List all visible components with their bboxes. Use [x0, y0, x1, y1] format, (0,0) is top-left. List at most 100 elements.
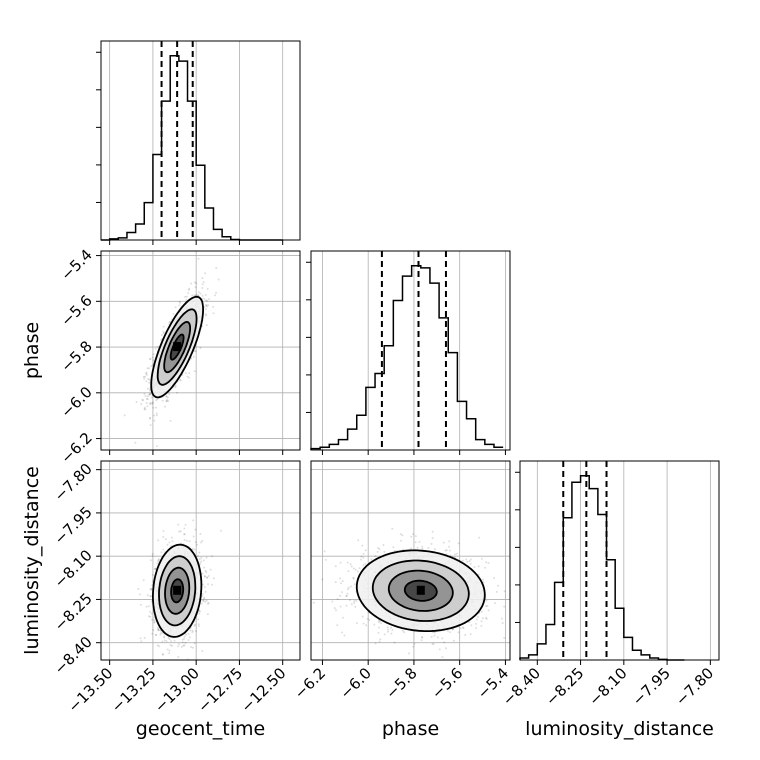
sample-point: [212, 577, 215, 580]
sample-point: [201, 572, 204, 575]
sample-point: [346, 592, 349, 595]
sample-point: [345, 595, 348, 598]
sample-point: [477, 565, 480, 568]
sample-point: [147, 605, 150, 608]
sample-point: [202, 281, 205, 284]
sample-point: [206, 613, 209, 616]
histogram-bar: [457, 401, 466, 450]
contour-line: [151, 543, 203, 638]
sample-point: [146, 387, 149, 390]
sample-point: [153, 620, 156, 623]
contour-line: [163, 321, 191, 374]
sample-point: [205, 299, 208, 302]
sample-point: [149, 610, 151, 613]
sample-point: [400, 539, 402, 542]
sample-point: [378, 620, 381, 623]
sample-point: [501, 622, 504, 625]
sample-point: [324, 558, 327, 561]
sample-point: [186, 539, 188, 542]
sample-point: [144, 408, 147, 411]
histogram-step-line: [310, 264, 504, 450]
y-tick-label: −7.80: [51, 460, 96, 505]
histogram-bar: [529, 655, 538, 660]
sample-point: [142, 399, 144, 402]
sample-point: [151, 618, 153, 621]
sample-point: [349, 585, 352, 588]
peak-cell: [173, 342, 182, 352]
sample-point: [201, 539, 204, 542]
x-tick-label: −13.50: [64, 664, 116, 716]
sample-point: [421, 636, 424, 639]
sample-point: [365, 624, 368, 627]
histogram-bar: [598, 515, 607, 660]
sample-point: [148, 393, 151, 396]
sample-point: [362, 556, 365, 559]
sample-point: [193, 642, 196, 645]
sample-point: [153, 419, 156, 422]
histogram-bar: [624, 637, 633, 660]
sample-point: [169, 644, 172, 647]
sample-point: [205, 599, 208, 602]
sample-point: [148, 393, 151, 396]
panel-grid: [536, 461, 711, 660]
sample-point: [181, 638, 184, 641]
contour-line: [355, 549, 486, 632]
sample-point: [168, 393, 171, 395]
sample-point: [184, 295, 187, 298]
sample-point: [174, 306, 177, 309]
sample-point: [206, 305, 208, 308]
sample-point: [480, 624, 483, 627]
histogram-luminosity_distance: [519, 461, 685, 661]
sample-point: [197, 618, 200, 621]
sample-point: [149, 392, 151, 395]
x-tick-label: −6.2: [291, 664, 329, 702]
sample-point: [160, 334, 163, 336]
sample-point: [165, 395, 168, 398]
sample-point: [134, 441, 137, 444]
sample-point: [152, 619, 155, 621]
sample-point: [150, 588, 153, 591]
sample-point: [143, 408, 146, 410]
sample-point: [353, 600, 356, 602]
sample-point: [203, 586, 206, 589]
contour-line: [371, 559, 470, 622]
sample-point: [390, 632, 393, 635]
sample-point: [162, 332, 165, 335]
sample-point: [202, 599, 205, 602]
sample-point: [158, 645, 161, 648]
sample-point: [200, 541, 203, 544]
sample-point: [430, 542, 433, 545]
contour-line: [170, 578, 185, 604]
sample-point: [420, 639, 423, 642]
sample-point: [154, 568, 157, 571]
sample-point: [210, 555, 213, 558]
histogram-bar: [537, 644, 546, 660]
sample-point: [433, 548, 436, 551]
sample-point: [204, 293, 207, 296]
sample-point: [161, 653, 164, 655]
sample-point: [353, 583, 356, 586]
sample-point: [201, 583, 204, 586]
histogram-bar: [384, 346, 393, 450]
sample-point: [204, 590, 207, 593]
histogram-bar: [563, 518, 572, 660]
sample-point: [346, 561, 349, 564]
sample-point: [148, 358, 151, 361]
sample-point: [197, 625, 200, 628]
sample-point: [358, 567, 361, 570]
sample-point: [154, 347, 157, 350]
sample-point: [156, 562, 159, 565]
sample-point: [341, 591, 343, 594]
y-tick-label: −6.2: [57, 429, 95, 467]
sample-point: [475, 622, 477, 625]
sample-point: [167, 636, 170, 639]
histogram-bar: [467, 419, 476, 450]
sample-point: [171, 540, 174, 543]
sample-point: [209, 568, 212, 571]
histogram-bar: [366, 387, 375, 450]
sample-point: [204, 308, 207, 311]
sample-point: [149, 393, 152, 395]
sample-point: [187, 292, 190, 295]
sample-point: [191, 547, 194, 550]
